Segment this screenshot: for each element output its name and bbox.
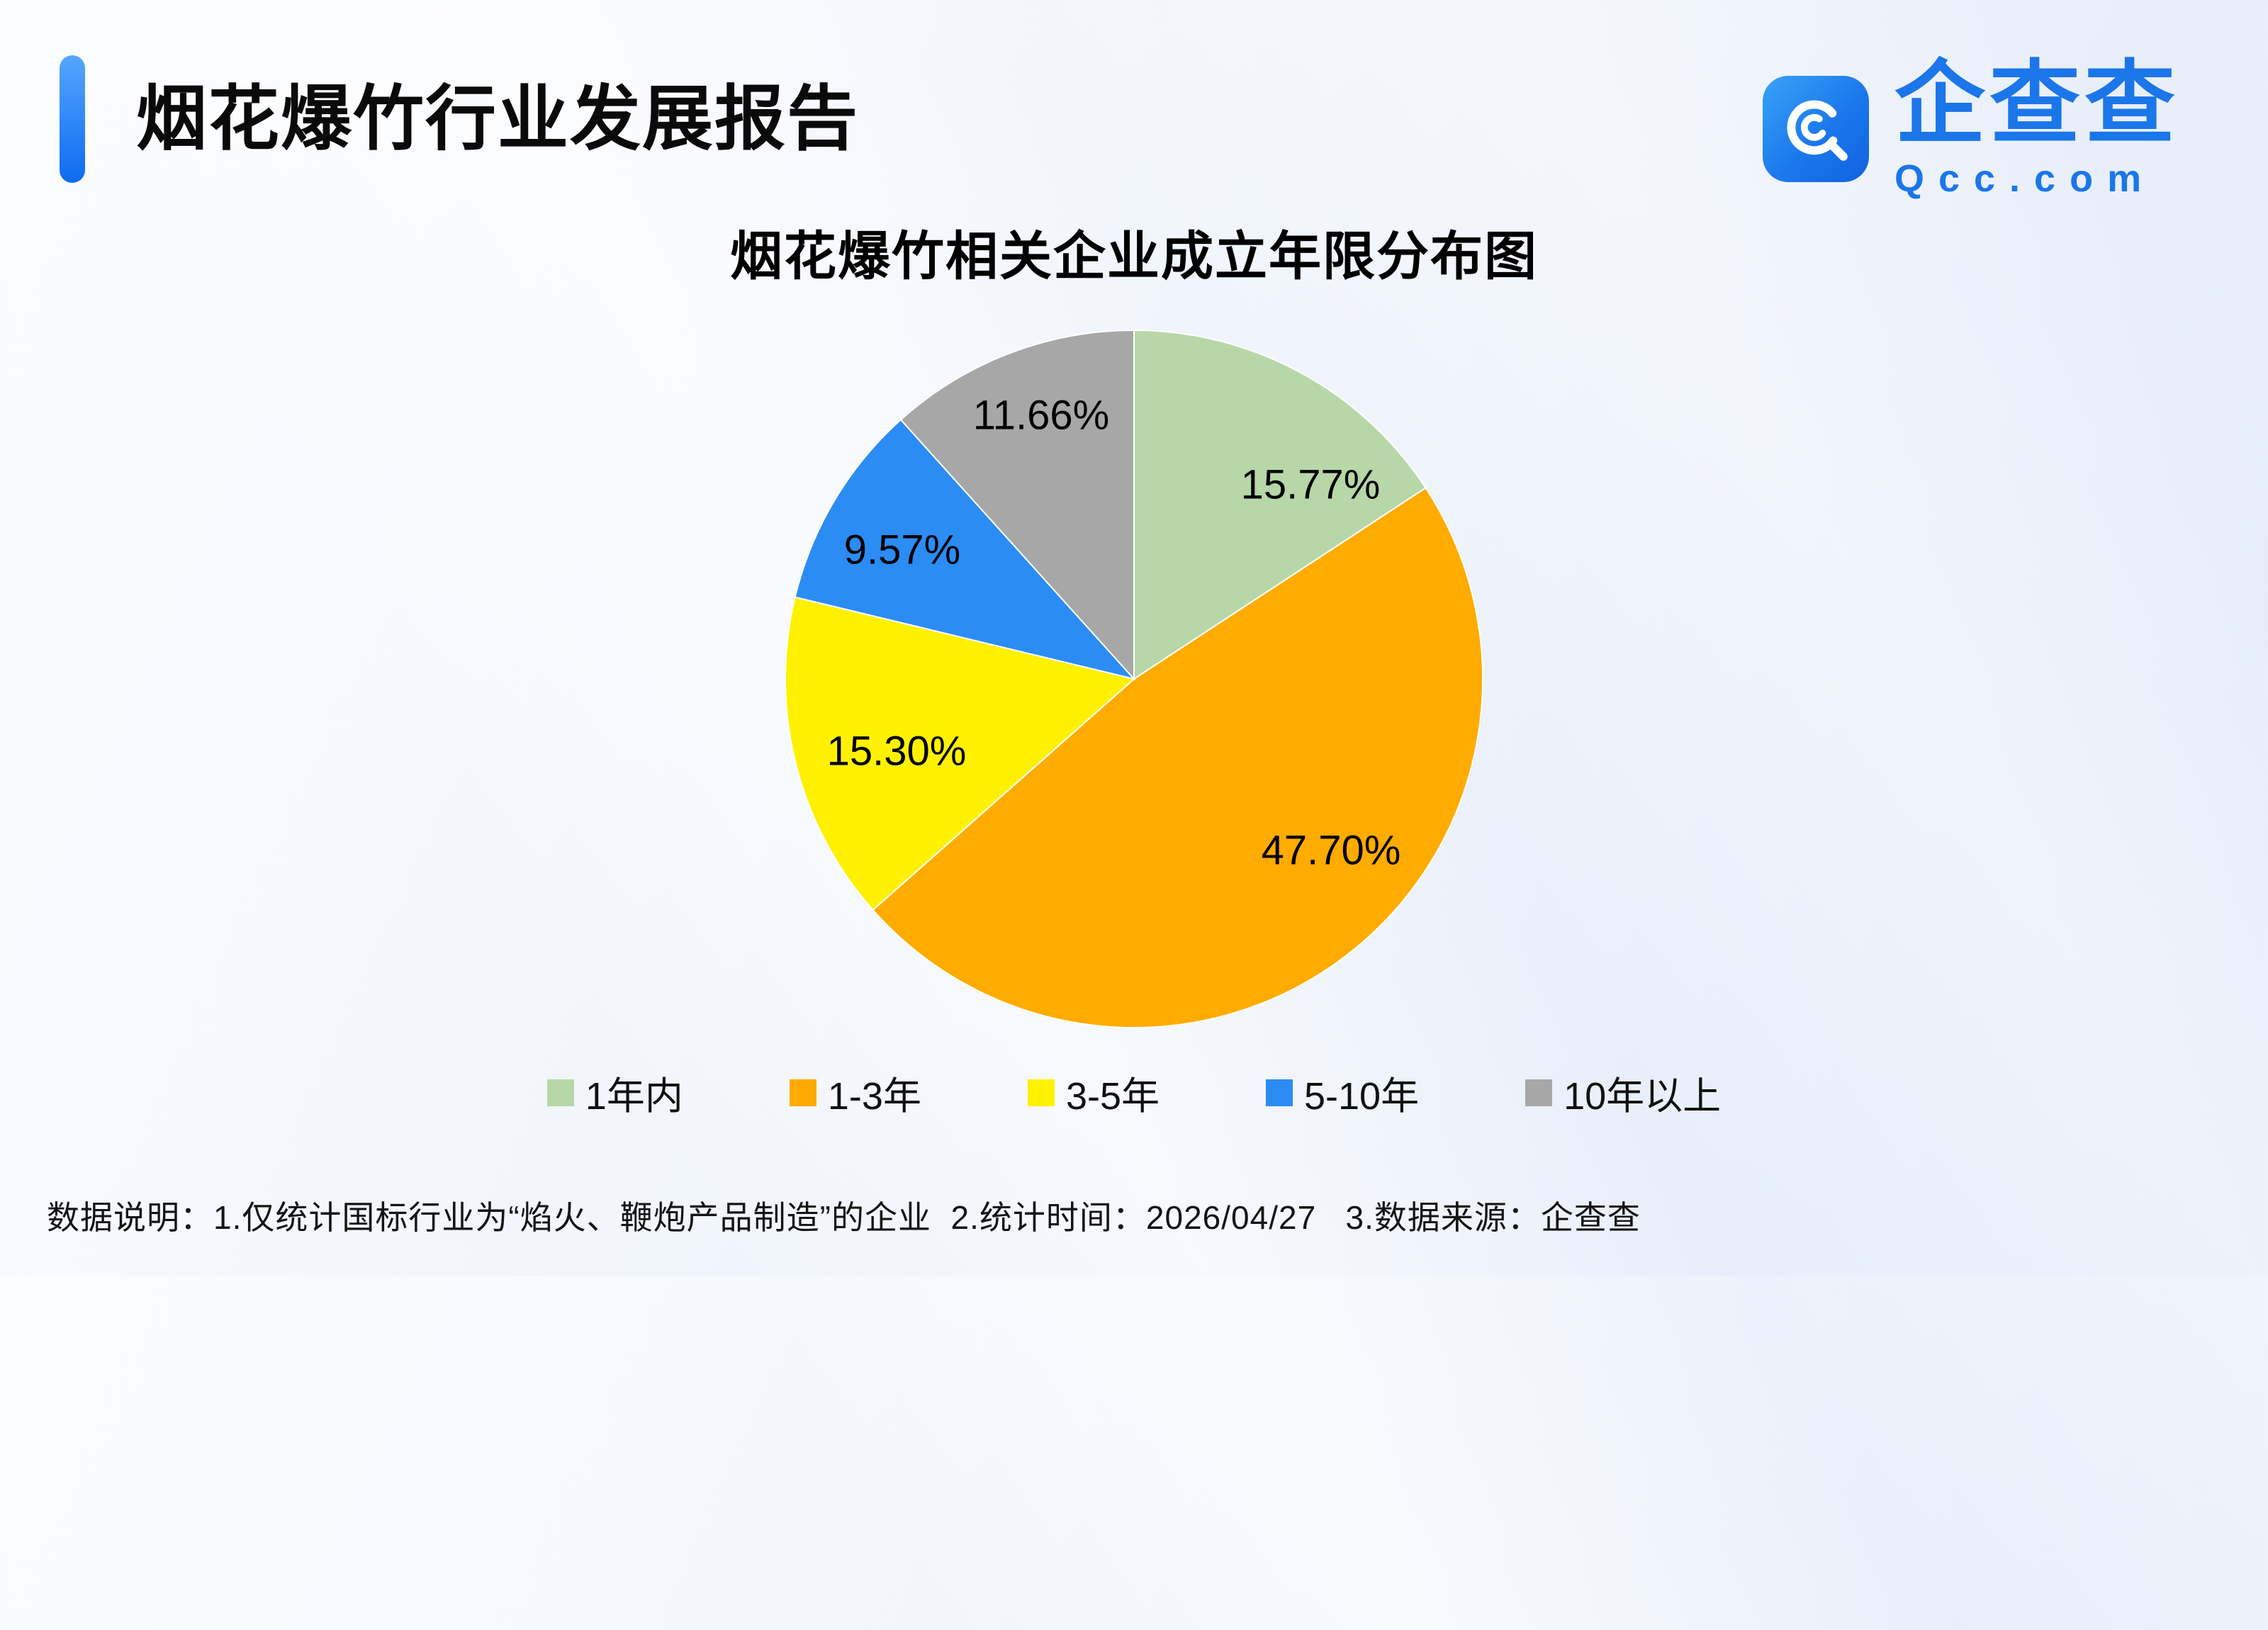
legend-swatch (789, 1079, 816, 1106)
legend-label: 1-3年 (827, 1075, 921, 1118)
brand-name: 企查查 (1894, 53, 2179, 154)
title-accent-bar (60, 55, 85, 183)
pie-chart (785, 329, 1483, 1028)
pie-percent-label: 47.70% (1261, 827, 1401, 874)
legend-label: 1年内 (585, 1075, 683, 1118)
chart-legend: 1年内 1-3年 3-5年 5-10年 10年以上 (0, 1064, 2268, 1120)
pie-percent-label: 15.30% (826, 728, 967, 775)
pie-slice-3-5年 (785, 596, 1136, 911)
qcc-logo: 企查查 Qcc.com (1762, 53, 2179, 201)
pie-slice-5-10年 (794, 418, 1136, 680)
pie-slice-1年内 (1133, 329, 1427, 680)
legend-item: 3-5年 (1027, 1064, 1160, 1120)
pie-slice-10年以上 (899, 329, 1135, 681)
legend-swatch (1525, 1079, 1553, 1106)
qcc-logo-text: 企查查 Qcc.com (1894, 53, 2179, 201)
legend-item: 1年内 (546, 1064, 683, 1120)
report-title: 烟花爆竹行业发展报告 (136, 79, 859, 159)
legend-label: 10年以上 (1564, 1075, 1722, 1118)
qcc-logo-icon (1762, 76, 1869, 183)
legend-label: 3-5年 (1065, 1075, 1160, 1118)
legend-item: 5-10年 (1265, 1064, 1420, 1120)
legend-swatch (546, 1079, 574, 1106)
legend-item: 1-3年 (789, 1064, 921, 1120)
brand-domain: Qcc.com (1894, 157, 2156, 200)
pie-percent-label: 9.57% (843, 527, 961, 573)
footer-note: 数据说明：1.仅统计国标行业为“焰火、鞭炮产品制造”的企业 2.统计时间：202… (47, 1199, 1641, 1236)
legend-label: 5-10年 (1303, 1075, 1420, 1118)
pie-slice-1-3年 (872, 487, 1483, 1028)
legend-item: 10年以上 (1525, 1064, 1721, 1120)
pie-percent-label: 11.66% (972, 392, 1110, 439)
legend-swatch (1027, 1079, 1055, 1106)
legend-swatch (1265, 1079, 1293, 1106)
chart-title: 烟花爆竹相关企业成立年限分布图 (730, 227, 1538, 286)
pie-percent-label: 15.77% (1240, 461, 1381, 508)
